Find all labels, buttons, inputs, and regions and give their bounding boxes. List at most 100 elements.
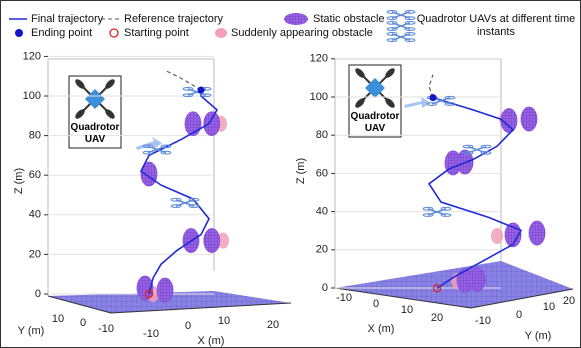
rotor	[182, 87, 194, 91]
rotor	[386, 31, 398, 36]
uav	[182, 87, 212, 98]
y-axis-label: Y (m)	[525, 330, 552, 342]
static-obstacle	[156, 277, 174, 303]
rotor	[188, 204, 200, 208]
rotor	[170, 204, 182, 208]
y-tick-label: 20	[563, 295, 575, 307]
x-tick-label: 10	[218, 315, 230, 327]
axis	[334, 287, 472, 309]
rotor	[386, 10, 398, 14]
z-tick-label: 120	[310, 53, 328, 65]
z-axis-label: Z (m)	[295, 158, 307, 184]
inset-icon	[355, 68, 365, 78]
legend-label: Static obstacle	[313, 13, 385, 25]
z-tick-label: 40	[29, 209, 41, 221]
frame	[175, 199, 195, 207]
z-tick-label: 20	[29, 248, 41, 260]
trajectory	[428, 74, 434, 98]
static-obstacle	[136, 275, 154, 301]
x-tick-label: 10	[401, 304, 413, 316]
frame	[427, 208, 447, 216]
rotor	[386, 16, 398, 20]
rotor	[462, 150, 474, 155]
rotor	[404, 21, 416, 25]
y-axis-label: Y (m)	[18, 325, 45, 337]
axis	[47, 295, 112, 314]
legend-label: Reference trajectory	[124, 13, 224, 25]
rotor	[462, 144, 474, 149]
rotor	[142, 150, 154, 155]
rotor	[404, 38, 416, 43]
static-obstacle	[528, 220, 546, 246]
x-tick-label: 20	[431, 312, 443, 324]
frame	[391, 33, 411, 41]
z-tick-label: 100	[310, 91, 328, 103]
y-tick-label: -10	[475, 315, 491, 327]
z-tick-label: 0	[35, 288, 41, 300]
starting-point	[432, 284, 442, 293]
z-tick-label: 0	[322, 282, 328, 294]
rotor	[160, 144, 172, 149]
rotor	[480, 150, 492, 155]
rotor	[404, 10, 416, 14]
legend-swatch	[15, 29, 23, 37]
z-tick-label: 60	[29, 169, 41, 181]
z-axis-label: Z (m)	[13, 168, 25, 194]
rotor	[440, 206, 452, 211]
x-tick-label: -10	[143, 328, 159, 340]
static-obstacle	[500, 108, 518, 133]
rotor	[404, 27, 416, 31]
uav	[142, 144, 172, 155]
inset-icon	[105, 79, 115, 89]
inset-icon	[105, 109, 115, 119]
static-obstacle	[203, 111, 221, 137]
x-tick-label: -10	[336, 292, 352, 304]
y-tick-label: 0	[516, 309, 522, 321]
ending-point	[197, 86, 205, 94]
rotor	[444, 95, 456, 100]
static-obstacle	[203, 228, 221, 253]
rotor	[426, 102, 438, 106]
legend-swatch	[109, 28, 119, 38]
starting-point	[144, 289, 154, 299]
static-obstacle	[468, 267, 486, 292]
rotor	[444, 102, 456, 106]
rotor	[404, 31, 416, 36]
inset-icon	[365, 78, 385, 98]
z-tick-label: 100	[23, 90, 41, 102]
floor	[48, 291, 291, 313]
rotor	[142, 144, 154, 149]
z-tick-label: 40	[316, 206, 328, 218]
inset-label: Quadrotor UAV	[350, 111, 400, 134]
arrow	[404, 97, 431, 108]
y-tick-label: 10	[52, 313, 64, 325]
inset-icon	[75, 109, 85, 119]
inset-icon	[75, 79, 85, 89]
rotor	[386, 27, 398, 31]
legend-label: Ending point	[31, 27, 93, 39]
x-tick-label: 0	[373, 298, 379, 310]
z-tick-label: 80	[316, 129, 328, 141]
trajectory	[139, 90, 219, 295]
rotor	[160, 150, 172, 155]
rotor	[170, 197, 182, 202]
sudden-obstacle	[217, 232, 229, 249]
inset-icon	[355, 98, 365, 108]
inset-icon	[85, 89, 105, 109]
trajectory	[164, 69, 202, 91]
arrow	[136, 137, 162, 150]
frame	[147, 145, 167, 154]
rotor	[386, 21, 398, 25]
legend-label: Suddenly appearing obstacle	[231, 27, 373, 39]
z-tick-label: 60	[316, 167, 328, 179]
rotor	[188, 197, 200, 202]
sudden-obstacle	[491, 228, 503, 245]
rotor	[386, 38, 398, 43]
frame	[467, 145, 487, 154]
inset-icon	[385, 68, 395, 78]
rotor	[480, 144, 492, 149]
rotor	[440, 213, 452, 217]
legend-label: Final trajectory	[31, 13, 104, 25]
z-tick-label: 120	[23, 50, 41, 62]
